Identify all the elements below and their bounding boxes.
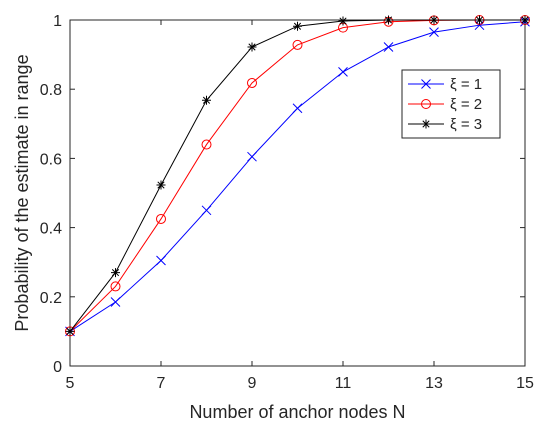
asterisk-marker	[475, 15, 484, 25]
circle-marker	[247, 77, 257, 88]
x-marker	[110, 297, 121, 307]
asterisk-marker	[421, 119, 431, 129]
asterisk-marker	[156, 180, 166, 190]
x-marker	[201, 205, 212, 216]
x-marker	[338, 67, 348, 77]
y-tick-label: 0	[53, 359, 62, 376]
x-marker	[383, 42, 394, 52]
y-axis-label: Probability of the estimate in range	[12, 54, 32, 331]
legend-label: ξ = 2	[450, 96, 482, 113]
x-tick-label: 13	[425, 375, 443, 392]
legend-label: ξ = 3	[450, 116, 482, 133]
legend-item: ξ = 1	[408, 76, 482, 93]
axis-ticks: 5 7 9 11 13 15 0 0.2 0.4 0.6 0.8 1	[40, 13, 534, 392]
asterisk-marker	[293, 21, 302, 31]
legend-label: ξ = 1	[450, 76, 482, 93]
y-tick-label: 0.8	[40, 82, 62, 99]
x-marker	[421, 79, 431, 89]
x-tick-label: 15	[516, 375, 534, 392]
x-tick-label: 11	[335, 375, 352, 392]
legend: ξ = 1 ξ = 2 ξ = 3	[401, 69, 501, 139]
x-marker	[429, 27, 439, 37]
asterisk-marker	[111, 268, 120, 278]
series-3	[65, 15, 530, 336]
asterisk-marker	[202, 95, 211, 105]
y-tick-label: 0.2	[40, 290, 62, 307]
circle-marker	[421, 99, 431, 109]
y-tick-label: 1	[53, 13, 62, 30]
circle-marker	[110, 281, 121, 292]
y-tick-label: 0.4	[40, 221, 62, 238]
x-tick-label: 5	[66, 375, 75, 392]
legend-item: ξ = 2	[408, 96, 482, 113]
asterisk-marker	[65, 326, 75, 336]
x-axis-label: Number of anchor nodes N	[189, 402, 405, 422]
x-marker	[292, 103, 303, 114]
x-tick-label: 9	[248, 375, 257, 392]
circle-marker	[156, 213, 166, 224]
x-tick-label: 7	[157, 375, 166, 392]
circle-marker	[201, 139, 212, 150]
series-layer	[65, 15, 530, 337]
asterisk-marker	[384, 15, 393, 25]
x-marker	[247, 151, 257, 162]
circle-marker	[292, 39, 303, 50]
legend-item: ξ = 3	[408, 116, 482, 133]
asterisk-marker	[338, 16, 348, 26]
asterisk-marker	[520, 15, 530, 25]
x-marker	[474, 20, 485, 31]
asterisk-marker	[429, 15, 439, 25]
y-tick-label: 0.6	[40, 151, 62, 168]
asterisk-marker	[247, 42, 257, 52]
x-marker	[156, 255, 166, 266]
